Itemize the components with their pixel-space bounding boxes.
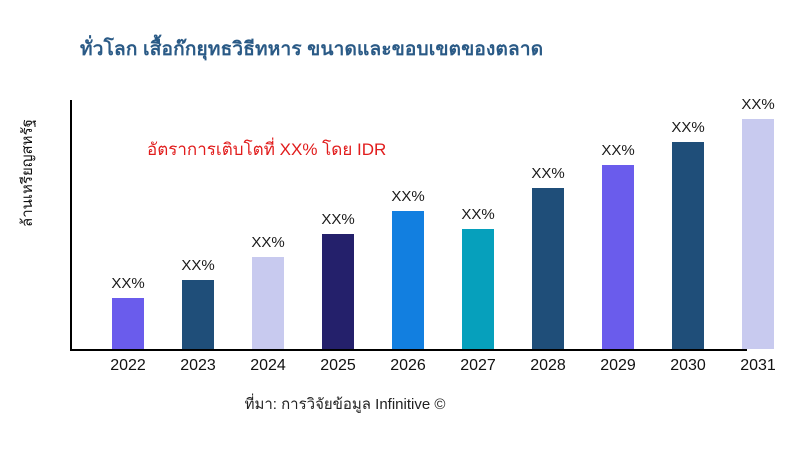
bar-value-label-2030: XX%	[671, 119, 705, 136]
bar-value-label-2029: XX%	[601, 142, 635, 159]
x-tick-label-2025: 2025	[320, 357, 356, 374]
x-tick-label-2028: 2028	[530, 357, 566, 374]
bar-2025	[322, 234, 354, 349]
bar-2028	[532, 188, 564, 349]
bar-2022	[112, 298, 144, 349]
bar-value-label-2024: XX%	[251, 234, 285, 251]
bar-2024	[252, 257, 284, 349]
bar-2030	[672, 142, 704, 349]
bar-2029	[602, 165, 634, 349]
bar-2026	[392, 211, 424, 349]
x-axis-line	[72, 349, 747, 351]
bar-value-label-2025: XX%	[321, 211, 355, 228]
x-tick-label-2022: 2022	[110, 357, 146, 374]
chart-title: ทั่วโลก เสื้อก๊กยุทธวิธีทหาร ขนาดและขอบเ…	[80, 39, 544, 60]
bar-value-label-2026: XX%	[391, 188, 425, 205]
bar-value-label-2022: XX%	[111, 275, 145, 293]
bar-value-label-2027: XX%	[461, 206, 495, 224]
x-tick-label-2027: 2027	[460, 357, 496, 374]
x-tick-label-2023: 2023	[180, 357, 216, 374]
x-tick-label-2031: 2031	[740, 357, 776, 374]
bar-value-label-2031: XX%	[741, 96, 775, 113]
x-tick-label-2029: 2029	[600, 357, 636, 374]
growth-annotation: อัตราการเติบโตที่ XX% โดย IDR	[147, 140, 387, 159]
bar-value-label-2023: XX%	[181, 257, 215, 274]
bar-2023	[182, 280, 214, 349]
bar-2027	[462, 229, 494, 349]
x-tick-label-2026: 2026	[390, 357, 426, 374]
y-axis-label: ล้านเหรียญสหรัฐ	[19, 119, 36, 227]
bar-2031	[742, 119, 774, 349]
source-note: ที่มา: การวิจัยข้อมูล Infinitive ©	[244, 396, 446, 413]
x-tick-label-2024: 2024	[250, 357, 286, 374]
plot-area: อัตราการเติบโตที่ XX% โดย IDR XX% 2022 XX%…	[70, 96, 792, 374]
x-tick-label-2030: 2030	[670, 357, 706, 374]
bar-value-label-2028: XX%	[531, 165, 565, 182]
